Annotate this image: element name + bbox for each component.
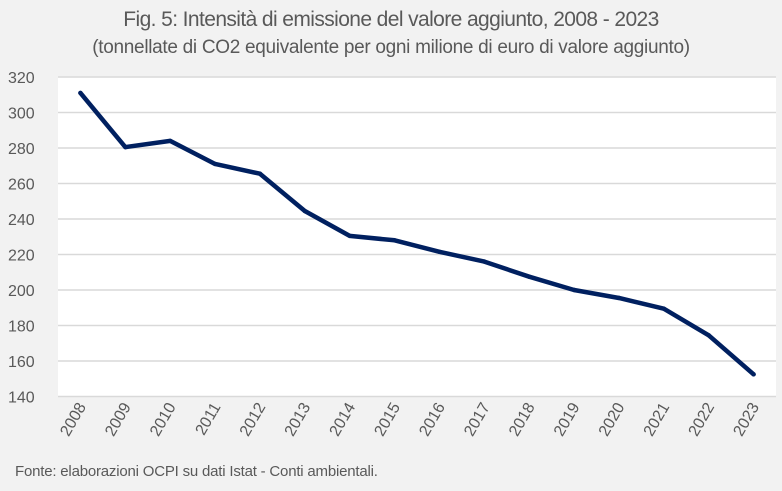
chart-title: Fig. 5: Intensità di emissione del valor… (123, 8, 659, 31)
y-tick-label: 300 (8, 106, 35, 123)
x-tick-label: 2022 (686, 400, 719, 439)
y-tick-label: 240 (8, 212, 35, 229)
y-tick-label: 160 (8, 354, 35, 371)
series-group (78, 90, 756, 377)
data-point-2009 (123, 144, 128, 150)
x-tick-label: 2008 (57, 400, 90, 439)
data-point-2017 (482, 259, 487, 264)
x-tick-label: 2012 (237, 400, 270, 439)
chart-subtitle: (tonnellate di CO2 equivalente per ogni … (92, 37, 690, 58)
data-point-2018 (526, 274, 532, 279)
x-tick-label: 2013 (282, 400, 315, 439)
data-point-2016 (437, 249, 442, 255)
plot-area (58, 77, 776, 397)
y-tick-label: 320 (8, 70, 35, 87)
x-tick-label: 2015 (372, 400, 405, 439)
data-point-2010 (167, 138, 173, 144)
y-tick-label: 200 (8, 283, 35, 300)
data-point-2008 (78, 90, 83, 96)
x-tick-label: 2010 (147, 400, 180, 439)
x-tick-label: 2019 (551, 400, 584, 439)
data-point-2015 (392, 238, 397, 243)
y-tick-label: 140 (8, 390, 35, 407)
x-tick-label: 2009 (102, 400, 135, 439)
x-axis-ticks: 2008 2009 2010 2011 2012 2013 2014 2015 2016 2017… (57, 400, 763, 439)
data-point-2020 (616, 295, 622, 301)
x-tick-label: 2014 (327, 400, 360, 439)
series-line (78, 90, 756, 377)
data-point-2013 (302, 208, 308, 214)
source-note: Fonte: elaborazioni OCPI su dati Istat -… (15, 463, 378, 480)
y-tick-label: 180 (8, 319, 35, 336)
x-tick-label: 2021 (641, 400, 674, 439)
x-tick-label: 2017 (461, 400, 494, 439)
x-tick-label: 2016 (416, 400, 449, 439)
data-point-2019 (571, 287, 577, 293)
data-point-2012 (257, 171, 263, 176)
y-tick-label: 220 (8, 248, 35, 265)
x-tick-label: 2023 (731, 400, 764, 439)
data-point-2021 (661, 306, 667, 311)
data-point-2011 (212, 161, 218, 167)
y-tick-label: 260 (8, 177, 35, 194)
x-tick-label: 2018 (506, 400, 539, 439)
gridlines (58, 76, 776, 398)
data-point-2022 (706, 333, 711, 338)
y-axis-ticks: 140 160 180 200 220 240 260 280 300 320 (8, 70, 35, 407)
x-tick-label: 2020 (596, 400, 629, 439)
data-point-2023 (751, 372, 756, 377)
x-tick-label: 2011 (193, 400, 225, 438)
y-tick-label: 280 (8, 141, 35, 158)
data-point-2014 (347, 233, 352, 239)
